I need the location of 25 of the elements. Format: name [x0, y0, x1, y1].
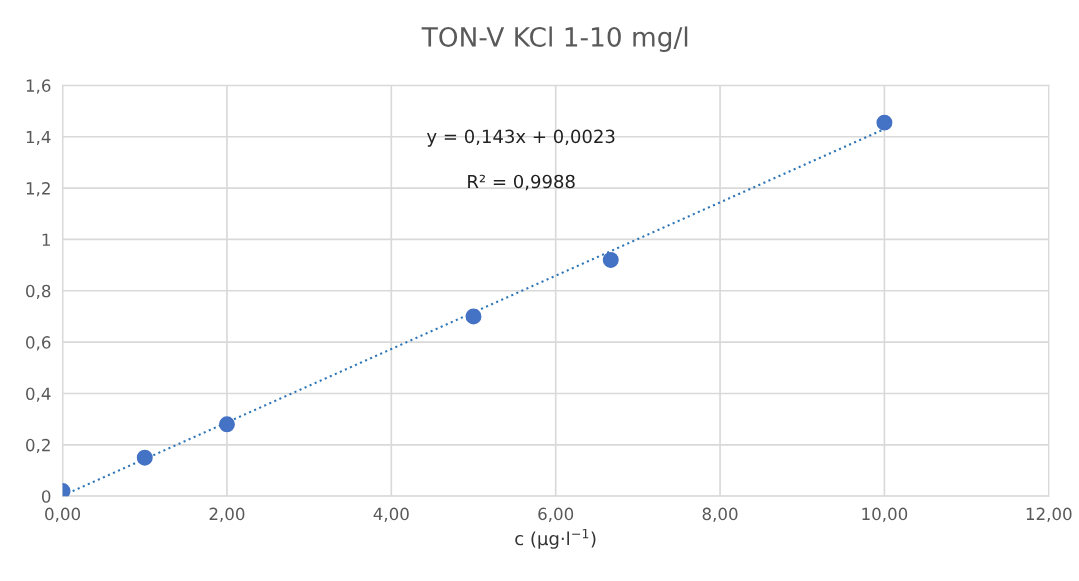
x-tick-label: 10,00	[862, 507, 908, 522]
y-tick-label: 1,2	[26, 182, 50, 197]
x-tick-label: 2,00	[209, 507, 245, 522]
y-tick-label: 0	[41, 490, 51, 503]
y-tick-label: 0,6	[26, 336, 51, 351]
x-axis-title: c (µg·l$^{−1}$)	[515, 528, 596, 549]
x-tick-label: 8,00	[702, 507, 738, 522]
y-tick-label: 0,2	[26, 438, 50, 454]
x-tick-label: 0,00	[45, 507, 81, 522]
y-tick-label: 0,8	[26, 284, 51, 300]
chart-title: TON-V KCl 1-10 mg/l	[421, 26, 688, 53]
point	[218, 416, 235, 433]
point	[602, 252, 619, 268]
point	[136, 449, 153, 466]
y-tick-label: 0,4	[26, 387, 51, 402]
x-tick-label: 6,00	[538, 507, 574, 522]
point	[465, 308, 482, 325]
y-tick-label: 1,4	[26, 130, 51, 146]
x-tick-label: 4,00	[373, 507, 409, 522]
annotation: R² = 0,9988	[468, 174, 575, 191]
annotation: y = 0,143x + 0,0023	[426, 129, 615, 147]
x-tick-label: 12,00	[1026, 507, 1072, 522]
y-tick-label: 1,6	[26, 79, 51, 94]
point	[876, 114, 893, 131]
y-tick-label: 1	[42, 233, 50, 246]
